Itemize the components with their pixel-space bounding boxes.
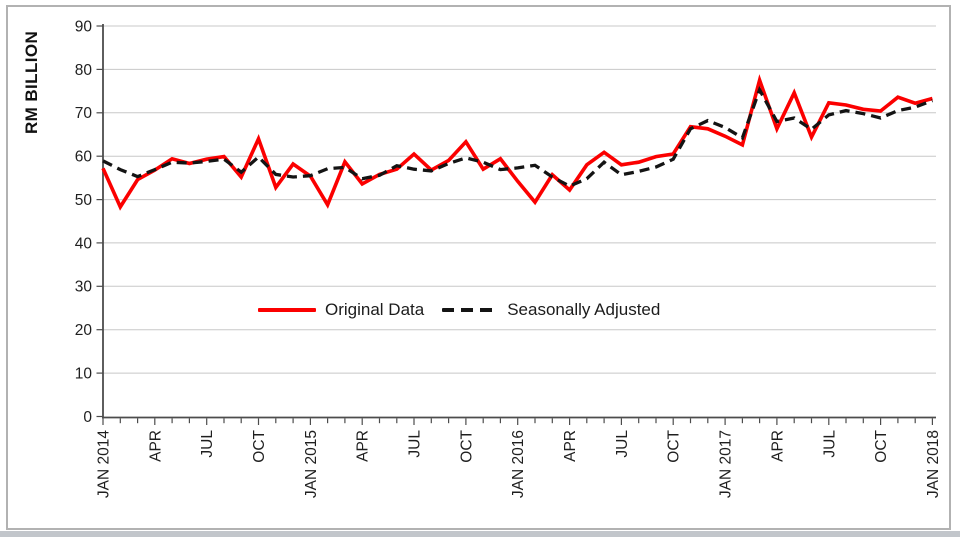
series-line-original-data (101, 74, 933, 211)
x-tick-label: JAN 2018 (925, 430, 942, 498)
x-tick-label: APR (147, 430, 164, 462)
x-tick-label: OCT (666, 429, 683, 462)
seasonally-adjusted-line-swatch-icon (442, 308, 499, 312)
window-bottom-edge (0, 531, 960, 537)
x-tick-label: APR (355, 430, 372, 462)
y-tick-label: 20 (75, 322, 93, 339)
x-tick-label: JAN 2015 (303, 430, 320, 498)
axes (102, 24, 936, 419)
gridlines (103, 25, 936, 374)
y-tick-label: 90 (75, 18, 93, 35)
y-tick-label: 70 (75, 105, 93, 122)
original-data-line-swatch-icon (258, 308, 316, 312)
x-tick-label: JAN 2016 (510, 430, 527, 498)
x-tick-label: JUL (821, 430, 838, 458)
x-tick-label: APR (769, 430, 786, 462)
x-tick-label: JUL (199, 430, 216, 458)
legend: Original Data Seasonally Adjusted (258, 300, 660, 320)
x-tick-label: JUL (614, 430, 631, 458)
x-axis-labels: JAN 2014 APR JUL OCT JAN 2015 APR JUL OCT JAN 20… (96, 429, 942, 498)
x-tick-label: JAN 2017 (718, 430, 735, 498)
series-line-seasonally-adjusted (102, 85, 933, 188)
legend-item-seasonally-adjusted: Seasonally Adjusted (442, 300, 660, 320)
y-axis-ticks: 0 10 20 30 40 50 60 70 80 90 (75, 18, 103, 426)
y-axis-title: RM BILLION (22, 30, 41, 134)
y-tick-label: 30 (75, 279, 93, 296)
legend-label-seasonally-adjusted: Seasonally Adjusted (507, 300, 661, 319)
legend-item-original-data: Original Data (258, 300, 424, 320)
y-tick-label: 50 (75, 192, 93, 209)
legend-label-original-data: Original Data (325, 300, 425, 319)
y-tick-label: 10 (75, 366, 93, 383)
y-tick-label: 0 (83, 409, 92, 426)
x-tick-label: OCT (873, 429, 890, 462)
y-tick-label: 40 (75, 235, 93, 252)
y-tick-label: 80 (75, 62, 93, 79)
x-tick-label: APR (562, 430, 579, 462)
x-tick-label: JAN 2014 (96, 430, 113, 498)
x-tick-label: OCT (458, 429, 475, 462)
x-tick-label: JUL (407, 430, 424, 458)
x-axis-ticks (102, 418, 934, 425)
x-tick-label: OCT (251, 429, 268, 462)
y-tick-label: 60 (75, 149, 93, 166)
